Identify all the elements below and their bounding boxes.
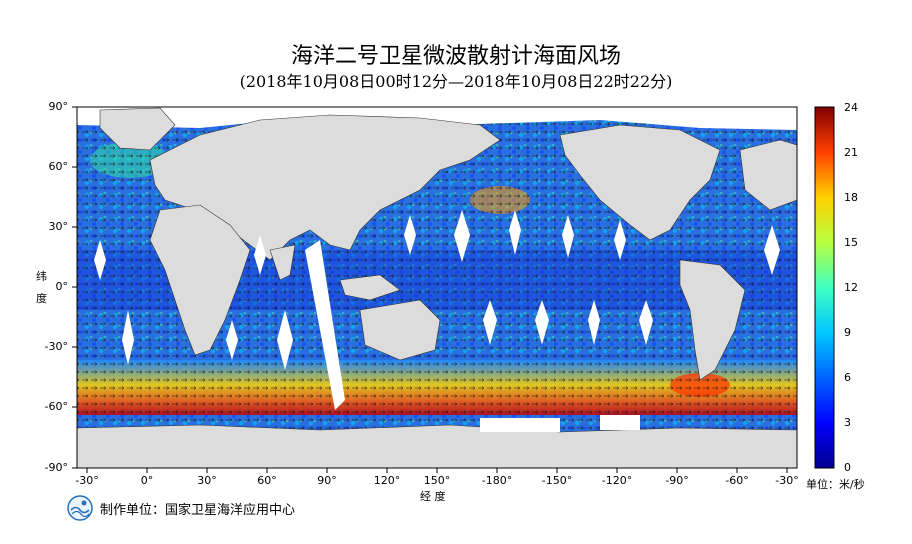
lat-tick-label: -90° xyxy=(44,461,68,474)
colorbar xyxy=(814,106,835,469)
colorbar-tick-label: 15 xyxy=(844,236,858,249)
lat-tick-label: 60° xyxy=(48,160,69,173)
y-axis-label: 度 xyxy=(36,292,47,305)
colorbar-tick-label: 9 xyxy=(844,326,851,339)
colorbar-tick-label: 6 xyxy=(844,371,851,384)
lon-tick-label: -30° xyxy=(75,474,99,487)
lat-tick-label: 90° xyxy=(48,100,69,113)
colorbar-tick-label: 3 xyxy=(844,416,851,429)
y-axis-label: 纬 xyxy=(36,270,47,283)
lon-tick-label: -180° xyxy=(481,474,513,487)
lon-tick-label: -90° xyxy=(665,474,689,487)
lat-tick-label: 0° xyxy=(55,280,69,293)
colorbar-tick-label: 24 xyxy=(844,101,858,114)
lon-tick-label: 150° xyxy=(423,474,451,487)
lat-tick-label: -60° xyxy=(44,400,68,413)
map-subtitle: (2018年10月08日00时12分—2018年10月08日22时22分) xyxy=(239,72,673,91)
colorbar-tick-label: 18 xyxy=(844,191,858,204)
lon-tick-label: -150° xyxy=(541,474,573,487)
lon-tick-label: 90° xyxy=(317,474,337,487)
lon-tick-label: -30° xyxy=(775,474,799,487)
colorbar-tick-label: 0 xyxy=(844,461,851,474)
x-axis-label: 经 度 xyxy=(420,490,446,503)
lat-tick-label: 30° xyxy=(48,220,69,233)
map-title: 海洋二号卫星微波散射计海面风场 xyxy=(290,44,621,69)
nsoas-logo-icon xyxy=(67,495,93,521)
land-masses xyxy=(77,107,797,468)
colorbar-tick-label: 21 xyxy=(844,146,858,159)
colorbar-unit: 单位：米/秒 xyxy=(806,478,865,491)
lon-tick-label: -60° xyxy=(725,474,749,487)
lon-tick-label: 60° xyxy=(257,474,277,487)
lon-tick-label: -120° xyxy=(601,474,633,487)
swath-gaps xyxy=(94,210,780,432)
lon-tick-label: 120° xyxy=(373,474,401,487)
colorbar-tick-label: 12 xyxy=(844,281,858,294)
lon-tick-label: 0° xyxy=(140,474,154,487)
producer-text: 制作单位：国家卫星海洋应用中心 xyxy=(100,503,296,518)
lon-tick-label: 30° xyxy=(197,474,217,487)
lat-tick-label: -30° xyxy=(44,340,68,353)
tick-marks xyxy=(72,106,788,473)
